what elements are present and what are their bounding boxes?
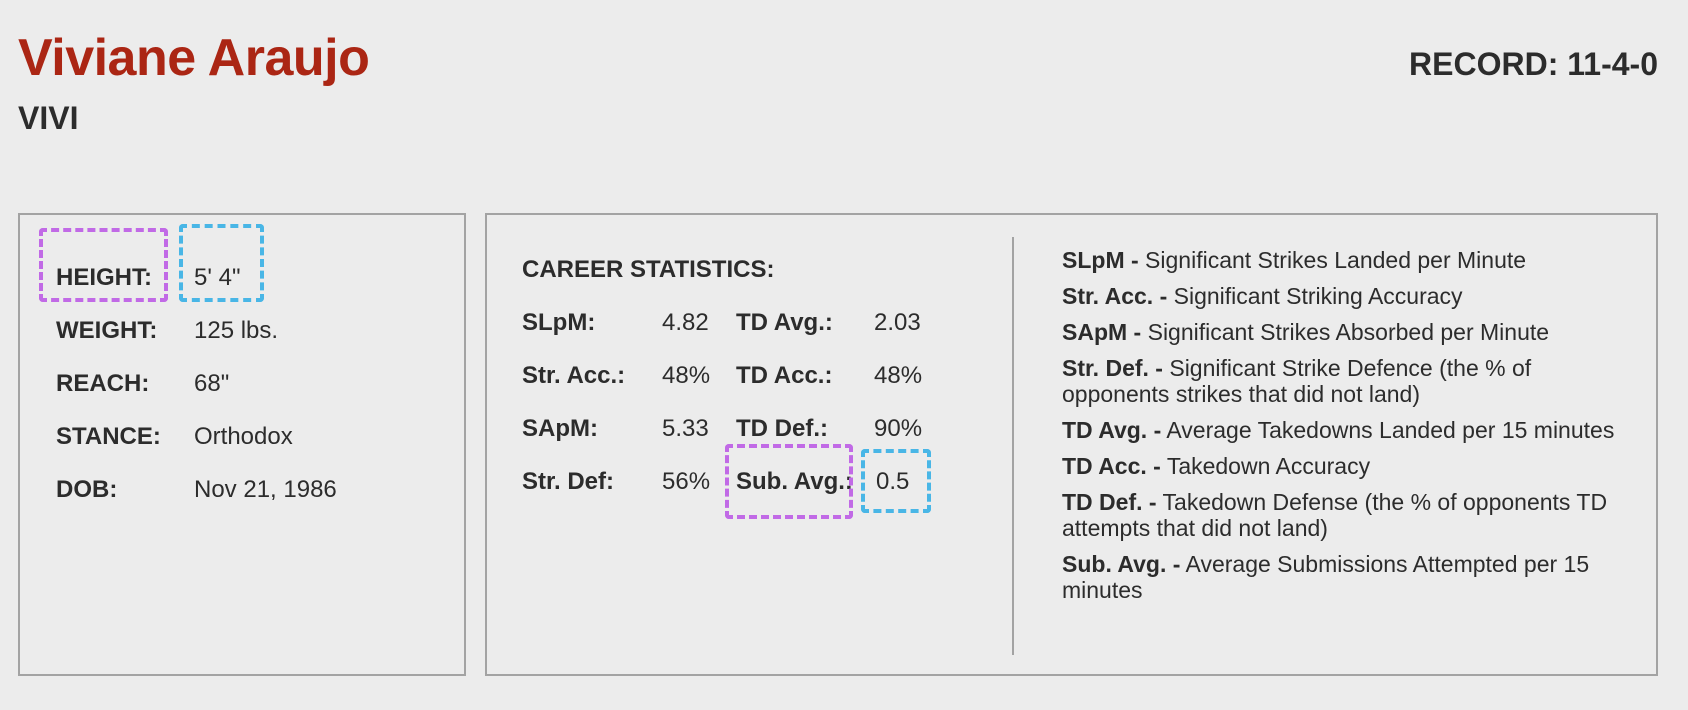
sapm-value: 5.33 xyxy=(662,415,709,442)
glossary-item-td-acc: TD Acc. - Takedown Accuracy xyxy=(1062,453,1622,479)
glossary-item-str-def: Str. Def. - Significant Strike Defence (… xyxy=(1062,355,1622,407)
column-divider xyxy=(1012,237,1014,655)
stance-label: STANCE: xyxy=(56,423,161,450)
height-value-highlight xyxy=(179,224,264,302)
glossary-term: SLpM - xyxy=(1062,247,1139,273)
slpm-label: SLpM: xyxy=(522,309,596,336)
glossary-item-sapm: SApM - Significant Strikes Absorbed per … xyxy=(1062,319,1622,345)
str-def-label: Str. Def: xyxy=(522,468,615,495)
dob-label: DOB: xyxy=(56,476,118,503)
glossary-item-sub-avg: Sub. Avg. - Average Submissions Attempte… xyxy=(1062,551,1622,603)
sapm-label: SApM: xyxy=(522,415,598,442)
glossary-term: SApM - xyxy=(1062,319,1142,345)
bio-row-stance: STANCE: Orthodox xyxy=(56,417,293,457)
glossary-desc: Significant Strikes Landed per Minute xyxy=(1145,247,1527,273)
glossary-desc: Significant Strike Defence (the % of opp… xyxy=(1062,355,1532,407)
glossary-term: TD Avg. - xyxy=(1062,417,1162,443)
glossary-item-td-avg: TD Avg. - Average Takedowns Landed per 1… xyxy=(1062,417,1622,443)
str-acc-value: 48% xyxy=(662,362,711,389)
glossary-term: TD Acc. - xyxy=(1062,453,1161,479)
bio-row-height: HEIGHT: 5' 4" xyxy=(56,258,240,298)
td-def-value: 90% xyxy=(874,415,923,442)
career-stats-box: CAREER STATISTICS: SLpM: 4.82 Str. Acc.:… xyxy=(485,213,1658,676)
str-def-value: 56% xyxy=(662,468,711,495)
weight-value: 125 lbs. xyxy=(194,317,279,344)
sub-avg-value: 0.5 xyxy=(876,468,910,495)
weight-label: WEIGHT: xyxy=(56,317,158,344)
reach-label: REACH: xyxy=(56,370,150,397)
fighter-nickname: VIVI xyxy=(18,100,79,136)
td-avg-label: TD Avg.: xyxy=(736,309,833,336)
bio-row-reach: REACH: 68" xyxy=(56,364,229,404)
stance-value: Orthodox xyxy=(194,423,293,450)
glossary-term: Str. Acc. - xyxy=(1062,283,1168,309)
reach-value: 68" xyxy=(194,370,230,397)
slpm-value: 4.82 xyxy=(662,309,709,336)
glossary-item-td-def: TD Def. - Takedown Defense (the % of opp… xyxy=(1062,489,1622,541)
fighter-record: RECORD: 11-4-0 xyxy=(1409,46,1658,82)
bio-row-weight: WEIGHT: 125 lbs. xyxy=(56,311,278,351)
bio-row-dob: DOB: Nov 21, 1986 xyxy=(56,470,337,510)
height-value: 5' 4" xyxy=(194,264,241,291)
glossary-desc: Takedown Accuracy xyxy=(1166,453,1371,479)
sub-avg-label-highlight xyxy=(725,444,853,519)
stats-glossary: SLpM - Significant Strikes Landed per Mi… xyxy=(1062,247,1622,613)
glossary-desc: Significant Strikes Absorbed per Minute xyxy=(1147,319,1550,345)
glossary-item-slpm: SLpM - Significant Strikes Landed per Mi… xyxy=(1062,247,1622,273)
glossary-desc: Average Takedowns Landed per 15 minutes xyxy=(1166,417,1615,443)
str-acc-label: Str. Acc.: xyxy=(522,362,626,389)
td-avg-value: 2.03 xyxy=(874,309,921,336)
glossary-item-str-acc: Str. Acc. - Significant Striking Accurac… xyxy=(1062,283,1622,309)
glossary-term: Str. Def. - xyxy=(1062,355,1163,381)
glossary-desc: Significant Striking Accuracy xyxy=(1173,283,1463,309)
height-label: HEIGHT: xyxy=(56,264,152,291)
height-label-highlight xyxy=(39,228,168,302)
td-def-label: TD Def.: xyxy=(736,415,828,442)
sub-avg-label: Sub. Avg.: xyxy=(736,468,853,495)
td-acc-label: TD Acc.: xyxy=(736,362,833,389)
career-stats-title: CAREER STATISTICS: xyxy=(522,256,775,283)
sub-avg-value-highlight xyxy=(861,449,931,513)
glossary-term: Sub. Avg. - xyxy=(1062,551,1181,577)
td-acc-value: 48% xyxy=(874,362,923,389)
glossary-desc: Takedown Defense (the % of opponents TD … xyxy=(1062,489,1608,541)
bio-box: HEIGHT: 5' 4" WEIGHT: 125 lbs. REACH: 68" S… xyxy=(18,213,466,676)
glossary-term: TD Def. - xyxy=(1062,489,1157,515)
glossary-desc: Average Submissions Attempted per 15 min… xyxy=(1062,551,1590,603)
fighter-name: Viviane Araujo xyxy=(18,29,370,87)
dob-value: Nov 21, 1986 xyxy=(194,476,337,503)
